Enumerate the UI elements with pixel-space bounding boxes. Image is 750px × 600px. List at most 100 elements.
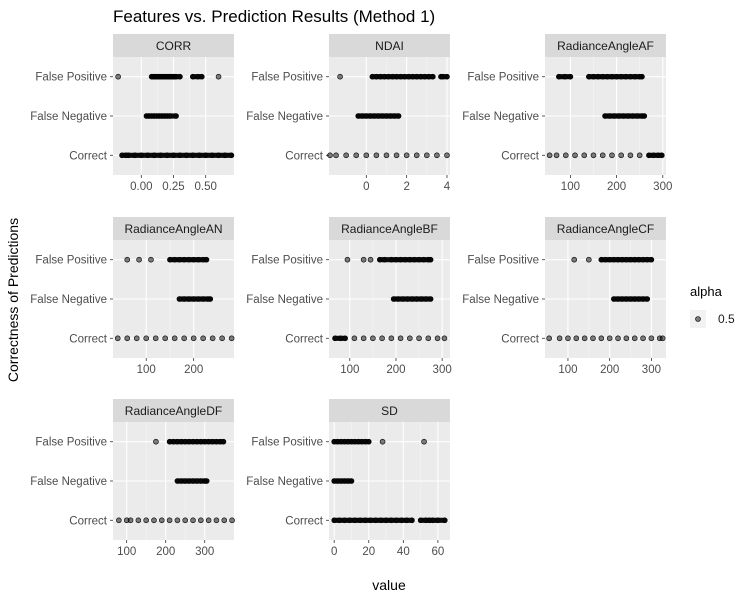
- point-false-negative: [207, 296, 214, 302]
- x-tick-label: 0: [363, 181, 369, 193]
- panel-radianceanglean: RadianceAngleAN 100 200 False Positive False…: [30, 217, 235, 376]
- point-false-negative: [395, 296, 402, 302]
- point-false-negative: [186, 296, 192, 302]
- facet-strip: [545, 217, 666, 240]
- point-correct: [425, 335, 432, 342]
- point-false-negative: [606, 113, 613, 119]
- point-correct: [590, 152, 597, 159]
- point-correct: [181, 335, 187, 342]
- x-tick-label: 300: [433, 364, 452, 376]
- point-false-positive: [181, 256, 187, 263]
- point-correct: [367, 517, 374, 524]
- point-false-positive: [595, 73, 601, 80]
- x-axis-title: value: [372, 577, 406, 593]
- point-false-positive: [618, 73, 625, 80]
- point-false-positive: [397, 256, 404, 263]
- point-correct: [640, 335, 646, 342]
- point-false-positive: [411, 256, 418, 263]
- point-false-positive: [590, 73, 597, 80]
- legend-point-icon: [695, 316, 701, 322]
- y-tick-label: False Negative: [30, 111, 107, 123]
- facet-strip-label: RadianceAngleCF: [557, 222, 654, 236]
- point-correct: [623, 335, 630, 342]
- point-correct: [424, 152, 430, 159]
- point-correct: [383, 517, 389, 524]
- y-tick-label: False Negative: [462, 294, 539, 306]
- point-correct: [618, 152, 625, 159]
- point-correct: [393, 517, 400, 524]
- point-false-positive: [203, 256, 210, 263]
- point-correct: [444, 152, 450, 159]
- point-false-negative: [641, 113, 648, 119]
- point-false-positive: [148, 256, 154, 263]
- point-correct: [209, 152, 215, 159]
- point-false-positive: [190, 256, 197, 263]
- point-false-positive: [567, 73, 574, 80]
- point-false-positive: [604, 73, 611, 80]
- facet-strip-label: CORR: [156, 39, 192, 53]
- point-false-positive: [171, 256, 178, 263]
- point-correct: [166, 517, 173, 524]
- point-false-positive: [586, 256, 592, 263]
- x-tick-label: 4: [444, 181, 451, 193]
- point-false-positive: [215, 73, 222, 80]
- panel-sd: SD 0 20 40 60 False Positive False Negative Cor…: [246, 399, 450, 558]
- point-correct: [341, 517, 348, 524]
- point-false-positive: [379, 438, 386, 445]
- point-false-negative: [620, 113, 627, 119]
- point-correct: [152, 335, 159, 342]
- point-correct: [398, 517, 405, 524]
- y-tick-label: False Positive: [35, 72, 107, 84]
- x-tick-label: 300: [195, 546, 214, 558]
- x-tick-label: 300: [642, 364, 661, 376]
- point-false-negative: [625, 113, 631, 119]
- point-correct: [135, 517, 142, 524]
- facet-strip-label: RadianceAngleAF: [557, 39, 654, 53]
- point-false-positive: [627, 73, 634, 80]
- point-correct: [615, 335, 621, 342]
- y-tick-label: False Negative: [30, 476, 107, 488]
- facet-strip: [113, 217, 234, 240]
- point-false-positive: [586, 73, 592, 80]
- point-correct: [372, 517, 379, 524]
- point-false-negative: [203, 478, 210, 484]
- point-correct: [562, 152, 569, 159]
- point-correct: [228, 335, 235, 342]
- point-false-negative: [166, 113, 173, 119]
- point-correct: [572, 152, 578, 159]
- point-correct: [221, 517, 228, 524]
- point-false-negative: [418, 296, 425, 302]
- point-false-negative: [348, 478, 355, 484]
- point-correct: [127, 517, 134, 524]
- point-false-positive: [562, 73, 568, 80]
- x-tick-label: 100: [117, 546, 136, 558]
- point-false-positive: [609, 73, 615, 80]
- point-false-positive: [571, 256, 578, 263]
- point-correct: [116, 517, 122, 524]
- point-correct: [133, 335, 140, 342]
- point-correct: [346, 517, 353, 524]
- point-correct: [357, 517, 363, 524]
- point-correct: [138, 152, 145, 159]
- facet-strip: [545, 34, 666, 57]
- point-false-negative: [200, 296, 206, 302]
- point-correct: [162, 335, 168, 342]
- panel-corr: CORR 0.00 0.25 0.50 False Positive False Nega…: [30, 34, 235, 193]
- point-correct: [441, 335, 448, 342]
- panel-radianceanglecf: RadianceAngleCF 100 200 300 False Positive Fa…: [462, 217, 666, 376]
- point-correct: [409, 517, 415, 524]
- point-correct: [336, 517, 343, 524]
- point-correct: [397, 335, 404, 342]
- x-tick-label: 60: [432, 546, 445, 558]
- point-correct: [565, 335, 571, 342]
- point-false-positive: [427, 256, 434, 263]
- facet-strip-label: SD: [381, 404, 398, 418]
- point-false-positive: [599, 73, 606, 80]
- point-false-negative: [404, 296, 411, 302]
- point-correct: [213, 517, 220, 524]
- panel-radianceanglebf: RadianceAngleBF 100 200 300 False Positive Fa…: [246, 217, 452, 376]
- point-correct: [581, 152, 588, 159]
- point-correct: [170, 152, 177, 159]
- facet-strip-label: NDAI: [375, 39, 404, 53]
- point-false-negative: [644, 296, 651, 302]
